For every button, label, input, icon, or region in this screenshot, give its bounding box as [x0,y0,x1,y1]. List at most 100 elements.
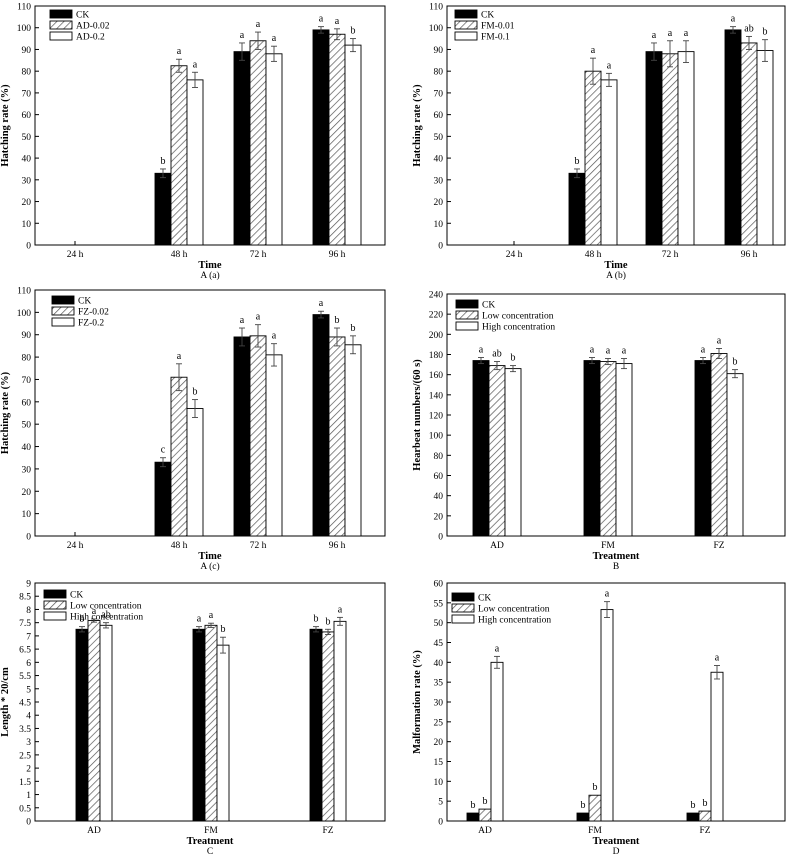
x-tick-label: 24 h [67,250,84,260]
significance-letter: a [319,298,324,309]
significance-letter: b [511,353,516,364]
y-tick-label: 110 [17,3,31,13]
x-tick-label: FM [601,541,615,551]
legend-swatch [43,611,67,621]
significance-letter: a [272,33,277,44]
y-tick-label: 10 [434,778,444,788]
plot-frame [34,289,386,537]
x-tick-label: 96 h [329,541,346,551]
x-tick-label: 72 h [250,250,267,260]
bar-fm-0-01-72-h [661,53,679,246]
y-tick-label: 200 [429,331,444,341]
y-axis-label: Hearbeat numbers/(60 s) [412,359,423,471]
significance-letter: a [335,16,340,27]
significance-letter: b [335,315,340,326]
bar-fz-0-2-48-h [186,408,204,537]
significance-letter: b [575,156,580,167]
y-tick-label: 30 [22,465,32,475]
bar-ck-fz [686,812,700,822]
bar-high-concentration-ad [99,624,113,822]
significance-letter: b [471,800,476,811]
y-tick-label: 160 [429,371,444,381]
y-tick-label: 0 [26,818,31,828]
y-tick-label: 2 [26,765,31,775]
legend-label: CK [482,301,495,311]
y-tick-label: 70 [22,89,32,99]
significance-letter: a [338,604,343,615]
y-axis-label: Hatching rate (%) [412,84,423,167]
y-tick-label: 20 [22,198,32,208]
significance-letter: b [80,614,85,625]
bar-fm-0-1-72-h [677,51,695,246]
bar-fm-0-1-48-h [600,79,618,246]
x-tick-label: FZ [699,826,710,836]
bar-ck-96-h [312,29,330,246]
bar-high-concentration-fz [726,373,744,537]
y-tick-label: 45 [434,639,444,649]
y-tick-label: 0 [26,242,31,252]
bar-fz-0-2-72-h [265,354,283,537]
x-tick-label: 48 h [171,250,188,260]
y-tick-label: 20 [434,198,444,208]
significance-letter: a [668,28,673,39]
y-tick-label: 7.5 [19,619,31,629]
chart-panel-2: 0 10 20 30 40 50 60 70 80 90 100 110 Hatching rate (… [412,3,786,281]
y-axis-label: Malformation rate (%) [412,650,423,754]
y-tick-label: 40 [434,659,444,669]
legend-swatch [51,317,75,327]
bar-low-concentration-fm [599,361,617,537]
y-axis-label: Hatching rate (%) [0,371,11,454]
bar-ck-ad [466,812,480,822]
significance-letter: a [731,14,736,25]
legend-swatch [451,614,475,624]
bar-low-concentration-fz [321,631,335,822]
y-tick-label: 100 [429,24,444,34]
significance-letter: ab [492,349,501,360]
y-tick-label: 50 [434,133,444,143]
y-tick-label: 40 [22,443,32,453]
x-tick-label: AD [478,826,492,836]
y-tick-label: 5.5 [19,672,31,682]
y-tick-label: 5 [26,685,31,695]
legend-label: CK [78,297,91,307]
y-tick-label: 110 [429,3,443,13]
panel-caption: D [613,847,620,855]
significance-letter: a [256,312,261,323]
bar-ck-48-h [568,172,586,246]
y-tick-label: 3.5 [19,725,31,735]
significance-letter: a [606,346,611,357]
bar-high-concentration-ad [504,368,522,537]
bar-low-concentration-fm [588,794,602,822]
bar-fm-0-1-96-h [756,50,774,246]
significance-letter: a [193,59,198,70]
x-tick-label: FZ [322,826,333,836]
y-tick-label: 0 [438,818,443,828]
bar-ad-0-2-48-h [186,79,204,246]
y-tick-label: 20 [434,738,444,748]
legend-label: CK [478,594,491,604]
bar-ad-0-02-48-h [170,65,188,246]
bar-ck-96-h [724,29,742,246]
legend-label: Low concentration [482,312,554,322]
bar-ck-ad [75,628,89,822]
y-tick-label: 10 [22,220,32,230]
y-tick-label: 60 [22,398,32,408]
bar-fm-0-01-48-h [584,70,602,246]
bar-high-concentration-fm [216,644,230,822]
legend-swatch [454,9,478,19]
y-tick-label: 240 [429,291,444,301]
legend-label: High concentration [70,613,143,623]
x-tick-label: 48 h [585,250,602,260]
y-tick-label: 40 [22,155,32,165]
y-tick-label: 55 [434,599,444,609]
significance-letter: a [701,345,706,356]
y-tick-label: 60 [434,580,444,590]
x-tick-label: FM [588,826,602,836]
significance-letter: a [240,30,245,41]
significance-letter: a [715,653,720,664]
significance-letter: a [240,315,245,326]
legend-label: CK [481,11,494,21]
y-tick-label: 50 [22,133,32,143]
